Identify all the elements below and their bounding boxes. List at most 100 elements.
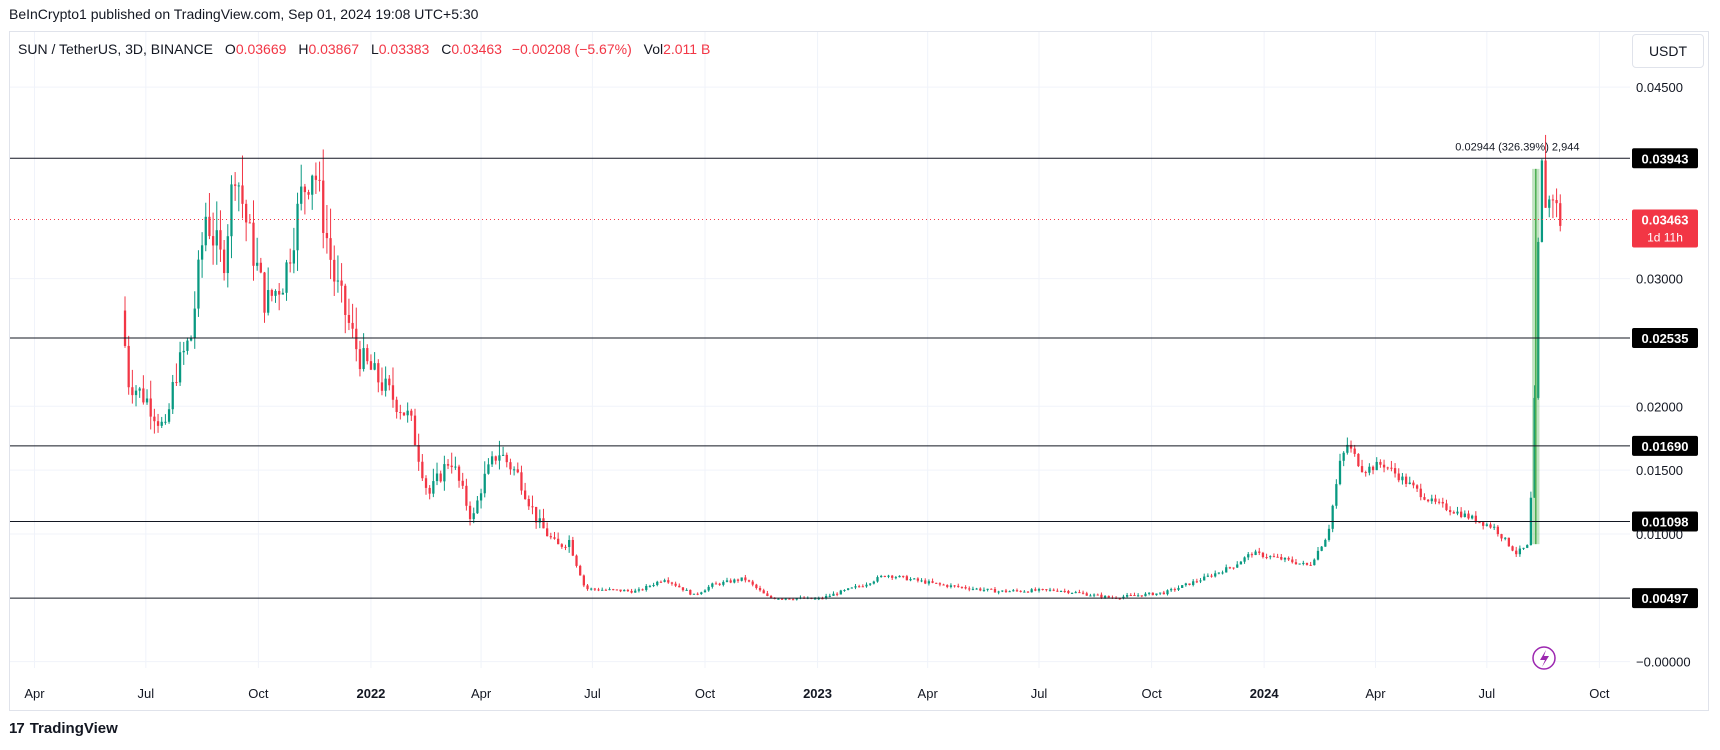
candle-body: [920, 580, 923, 582]
candle-body: [971, 588, 975, 590]
candle: [1404, 473, 1408, 488]
candle-body: [1037, 588, 1041, 591]
candle-body: [1533, 397, 1536, 498]
candle: [546, 522, 549, 537]
candle-body: [590, 588, 593, 590]
candle-body: [828, 595, 831, 597]
candle-body: [457, 466, 461, 481]
candle: [428, 485, 431, 500]
candle-body: [476, 500, 479, 514]
candle: [1467, 510, 1470, 520]
candle-body: [703, 590, 707, 593]
candle: [619, 589, 622, 593]
candle: [1537, 237, 1540, 400]
candle: [138, 386, 141, 398]
candle: [641, 588, 644, 591]
candle: [156, 413, 160, 433]
candle: [127, 335, 130, 395]
candle: [744, 574, 747, 583]
candle-body: [355, 328, 358, 350]
candle-body: [1100, 594, 1103, 598]
candle: [142, 375, 145, 405]
y-tick-label: 0.01500: [1636, 463, 1683, 478]
candle: [1430, 494, 1433, 504]
candle-body: [593, 588, 597, 590]
candle: [1302, 560, 1305, 566]
candle-body: [182, 350, 185, 353]
candle: [1041, 588, 1044, 591]
candle: [1140, 595, 1143, 598]
level-label: 0.02535: [1642, 331, 1689, 346]
candle-body: [1437, 501, 1441, 503]
volume-label: Vol: [643, 41, 664, 57]
candle: [707, 584, 710, 592]
candle-body: [318, 179, 321, 181]
candle-body: [538, 518, 541, 523]
measure-label: 0.02944 (326.39%) 2,944: [1455, 141, 1579, 153]
candle: [1456, 506, 1459, 516]
candle: [872, 580, 875, 585]
candle-body: [1342, 452, 1345, 461]
candle-body: [1397, 473, 1400, 481]
candle: [645, 584, 648, 592]
candle: [931, 578, 934, 584]
candle-body: [237, 185, 240, 187]
candle: [505, 452, 508, 468]
candle: [927, 579, 931, 586]
candle-body: [1423, 497, 1426, 500]
candle-body: [410, 410, 413, 416]
candle: [1460, 507, 1463, 519]
lightning-icon[interactable]: [1532, 646, 1556, 670]
candle-body: [200, 245, 204, 260]
x-tick-label: Jul: [138, 686, 155, 701]
level-label: 0.01690: [1642, 439, 1689, 454]
candle-body: [1544, 160, 1547, 208]
candle-body: [369, 361, 373, 370]
candle: [615, 589, 619, 591]
candle: [531, 495, 534, 515]
candle-body: [1327, 528, 1331, 540]
candle-body: [1243, 557, 1246, 562]
candle: [971, 586, 975, 591]
candle: [1232, 567, 1235, 570]
candle: [997, 590, 1000, 595]
candle: [751, 579, 754, 587]
candle-body: [1177, 587, 1180, 590]
candle-body: [1478, 522, 1481, 524]
candle-body: [751, 581, 754, 585]
candle: [1291, 556, 1294, 564]
candle-body: [1404, 476, 1408, 484]
candle-body: [142, 388, 145, 403]
candle: [1192, 579, 1195, 587]
tradingview-footer[interactable]: 17 TradingView: [9, 720, 118, 737]
candle-body: [656, 581, 659, 586]
candle: [905, 574, 909, 581]
candle: [1199, 578, 1202, 584]
candle-body: [322, 180, 325, 233]
symbol-label[interactable]: SUN / TetherUS, 3D, BINANCE: [18, 41, 214, 57]
currency-button[interactable]: USDT: [1632, 34, 1704, 68]
candle: [1342, 451, 1345, 467]
candle-body: [1228, 567, 1232, 569]
candle: [222, 240, 226, 281]
candle: [457, 464, 461, 488]
candle-body: [329, 238, 332, 260]
candle: [362, 333, 365, 372]
y-tick-label: 0.04500: [1636, 80, 1683, 95]
candle-body: [248, 222, 251, 224]
candle-body: [1181, 585, 1184, 588]
candle-body: [1287, 557, 1290, 560]
candle: [1357, 453, 1360, 468]
candle-body: [1096, 594, 1099, 596]
candle: [637, 587, 641, 593]
candle: [788, 598, 791, 600]
candle-body: [197, 259, 200, 309]
y-tick-label: −0.00000: [1636, 655, 1691, 670]
candle: [560, 543, 563, 549]
candle-body: [211, 236, 215, 246]
candle-body: [215, 230, 218, 246]
candle: [869, 583, 872, 586]
candle-body: [428, 487, 431, 494]
candle: [421, 454, 424, 482]
